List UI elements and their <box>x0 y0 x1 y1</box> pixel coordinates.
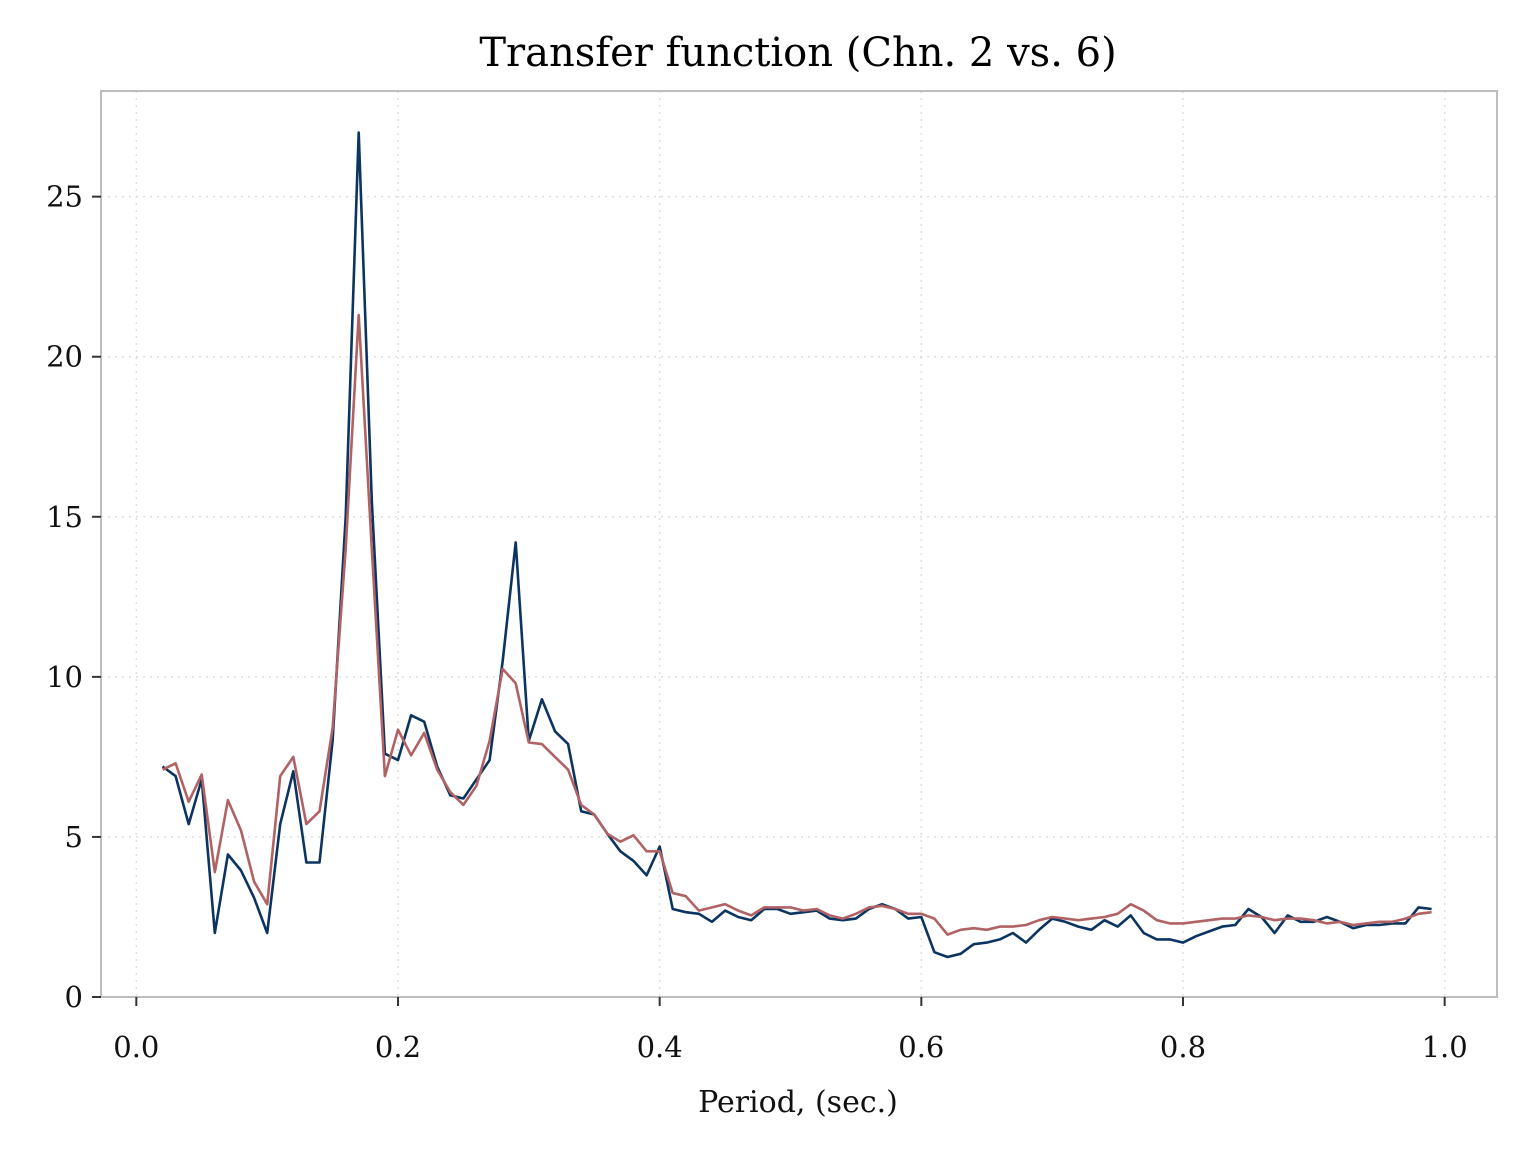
chart-title: Transfer function (Chn. 2 vs. 6) <box>479 30 1116 76</box>
y-tick-label: 10 <box>46 660 83 694</box>
y-tick-label: 15 <box>46 500 83 534</box>
series-layer <box>161 131 1432 959</box>
series-line-2 <box>161 313 1432 936</box>
x-axis-label: Period, (sec.) <box>698 1085 898 1120</box>
x-tick-label: 0.4 <box>637 1030 683 1064</box>
x-tick-label: 0.2 <box>375 1030 421 1064</box>
y-tick-label: 5 <box>65 820 83 854</box>
grid <box>101 91 1497 998</box>
x-tick-label: 0.6 <box>898 1030 944 1064</box>
x-tick-label: 1.0 <box>1422 1030 1468 1064</box>
series-line-1 <box>161 131 1432 959</box>
plot-frame <box>100 90 1498 998</box>
x-tick-label: 0.0 <box>113 1030 159 1064</box>
y-tick-label: 20 <box>46 340 83 374</box>
y-tick-label: 0 <box>65 980 83 1014</box>
x-tick-label: 0.8 <box>1160 1030 1206 1064</box>
ticks: 0.0 0.2 0.4 0.6 0.8 1.0 0 5 10 15 20 25 <box>46 180 1468 1064</box>
y-tick-label: 25 <box>46 180 83 214</box>
